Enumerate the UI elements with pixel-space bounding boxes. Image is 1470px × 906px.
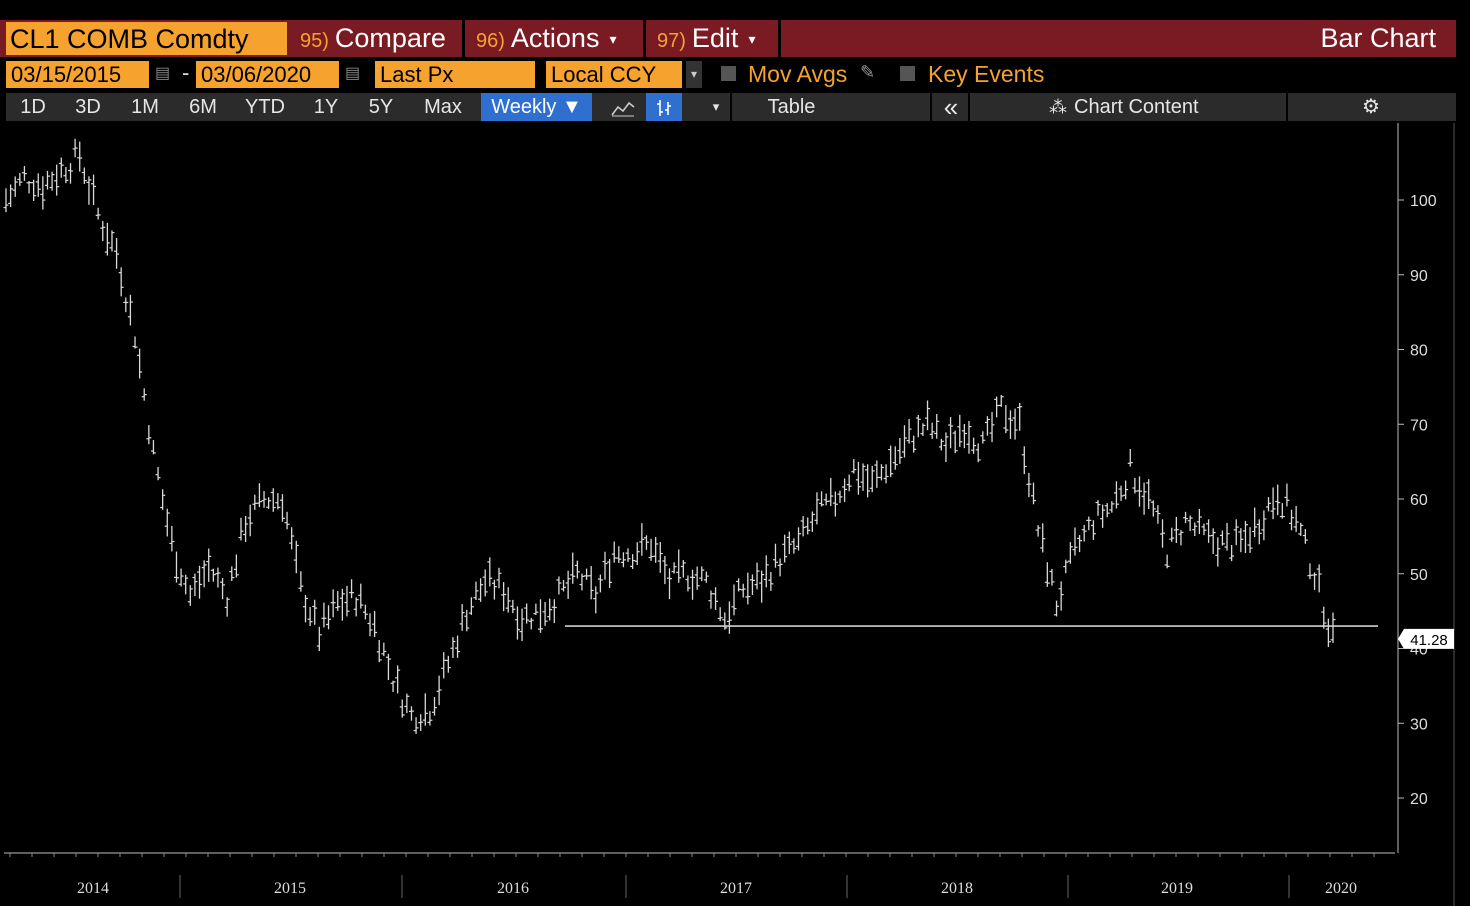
calendar-icon[interactable]: ▤ <box>345 65 361 82</box>
y-tick-label: 50 <box>1410 567 1428 584</box>
bar-chart-icon[interactable] <box>646 93 682 121</box>
chart-content-icon[interactable]: ⁂ <box>1049 97 1067 117</box>
edit-menu-label: Edit <box>691 23 739 53</box>
start-date-field[interactable]: 03/15/2015 <box>6 61 149 88</box>
edit-menu-number: 97) <box>657 30 686 52</box>
y-tick-label: 60 <box>1410 492 1428 509</box>
price-field-select[interactable]: Last Px <box>375 61 535 88</box>
ticker-field[interactable]: CL1 COMB Comdty <box>6 22 287 55</box>
toolbar-divider <box>730 93 732 121</box>
toolbar-divider <box>930 93 932 121</box>
header-divider <box>462 20 465 57</box>
x-tick-label: 2014 <box>77 880 109 897</box>
range-3d-button[interactable]: 3D <box>75 96 101 118</box>
pencil-icon[interactable]: ✎ <box>860 62 876 82</box>
x-tick-label: 2016 <box>497 880 529 897</box>
gear-icon[interactable]: ⚙ <box>1362 96 1380 118</box>
compare-menu-number: 95) <box>300 30 329 52</box>
compare-menu[interactable]: 95) Compare <box>300 20 446 57</box>
y-tick-label: 70 <box>1410 417 1428 434</box>
header-divider <box>778 20 781 57</box>
x-tick-label: 2017 <box>720 880 752 897</box>
mov-avgs-label[interactable]: Mov Avgs <box>748 61 848 87</box>
currency-select[interactable]: Local CCY <box>546 61 682 88</box>
header-divider <box>643 20 646 57</box>
range-6m-button[interactable]: 6M <box>189 96 217 118</box>
table-button[interactable]: Table <box>767 96 816 118</box>
range-ytd-button[interactable]: YTD <box>245 96 285 118</box>
y-tick-label: 80 <box>1410 343 1428 360</box>
toolbar-divider <box>968 93 970 121</box>
collapse-icon[interactable]: « <box>943 92 959 122</box>
x-tick-label: 2019 <box>1161 880 1193 897</box>
y-tick-label: 100 <box>1410 193 1437 210</box>
actions-menu[interactable]: 96) Actions ▾ <box>476 20 616 57</box>
range-1m-button[interactable]: 1M <box>131 96 159 118</box>
y-tick-label: 30 <box>1410 716 1428 733</box>
last-price-tag <box>1398 628 1454 649</box>
end-date-field[interactable]: 03/06/2020 <box>196 61 339 88</box>
line-chart-icon[interactable] <box>602 93 644 121</box>
last-price-label: 41.28 <box>1410 632 1448 649</box>
actions-menu-number: 96) <box>476 30 505 52</box>
calendar-icon[interactable]: ▤ <box>155 65 171 82</box>
chevron-down-icon: ▾ <box>748 31 756 48</box>
chevron-down-icon[interactable]: ▾ <box>686 61 702 88</box>
frequency-select[interactable]: Weekly ▼ <box>481 93 592 121</box>
x-tick-label: 2020 <box>1325 880 1357 897</box>
y-tick-label: 20 <box>1410 791 1428 808</box>
chart-type-title: Bar Chart <box>1320 23 1436 53</box>
chart-content-button[interactable]: Chart Content <box>1074 96 1199 118</box>
y-tick-label: 90 <box>1410 268 1428 285</box>
compare-menu-label: Compare <box>334 23 446 53</box>
range-max-button[interactable]: Max <box>424 96 462 118</box>
mov-avgs-checkbox[interactable] <box>721 66 736 81</box>
range-5y-button[interactable]: 5Y <box>368 96 394 118</box>
range-1d-button[interactable]: 1D <box>20 96 46 118</box>
chevron-down-icon: ▾ <box>609 31 617 48</box>
toolbar-divider <box>1286 93 1288 121</box>
edit-menu[interactable]: 97) Edit ▾ <box>657 20 755 57</box>
chevron-down-icon[interactable]: ▾ <box>712 99 720 114</box>
date-separator: - <box>182 60 190 85</box>
range-1y-button[interactable]: 1Y <box>313 96 339 118</box>
x-tick-label: 2015 <box>274 880 306 897</box>
key-events-label[interactable]: Key Events <box>928 61 1045 87</box>
key-events-checkbox[interactable] <box>900 66 915 81</box>
x-tick-label: 2018 <box>941 880 973 897</box>
actions-menu-label: Actions <box>510 23 600 53</box>
